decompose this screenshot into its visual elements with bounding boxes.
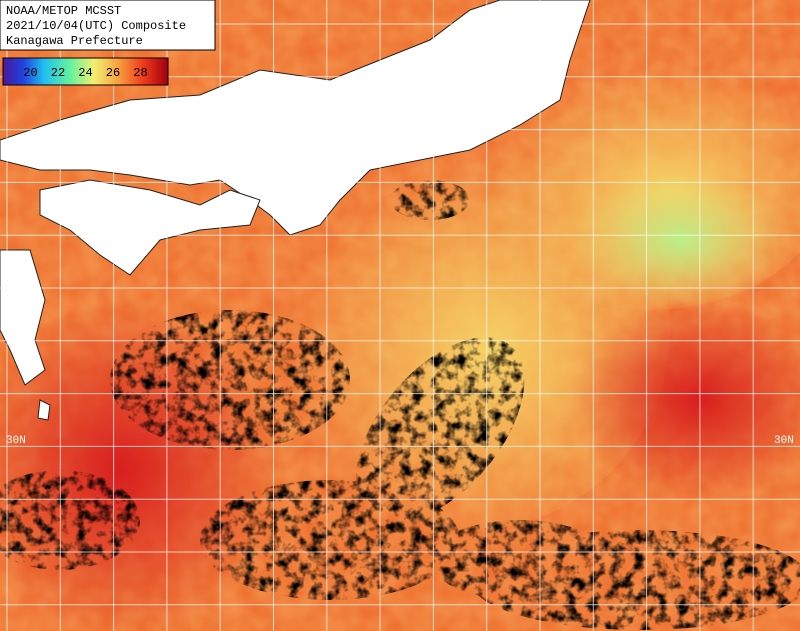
colorbar-tick: 28 (133, 66, 147, 80)
colorbar-tick: 22 (51, 66, 65, 80)
colorbar (2, 57, 169, 86)
hot-area (570, 300, 800, 500)
header-line: Kanagawa Prefecture (6, 34, 143, 48)
header-box (0, 0, 216, 51)
colorbar-tick: 24 (78, 66, 92, 80)
cool-area (570, 170, 790, 310)
colorbar-tick: 20 (23, 66, 37, 80)
lat-label: 30N (6, 435, 26, 447)
header-line: 2021/10/04(UTC) Composite (6, 19, 186, 33)
colorbar-tick: 26 (106, 66, 120, 80)
lat-label: 30N (774, 435, 794, 447)
header-line: NOAA/METOP MCSST (6, 4, 121, 18)
